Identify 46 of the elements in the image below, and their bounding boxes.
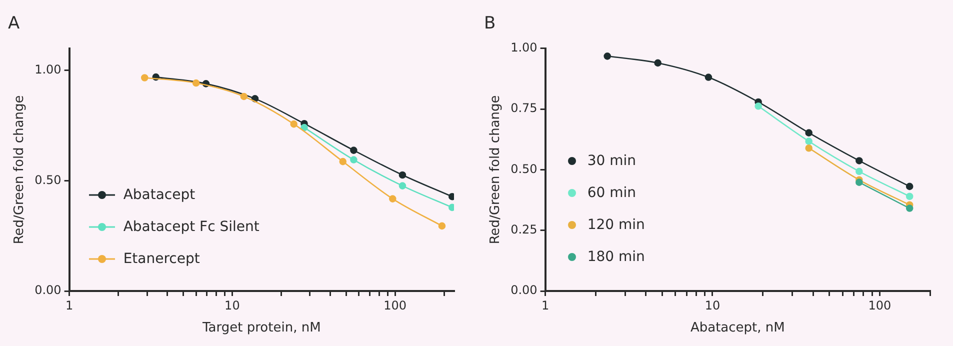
y-tick-label: 0.00 [34, 283, 62, 298]
point [906, 204, 914, 212]
point [856, 168, 863, 176]
y-tick-label: 1.00 [34, 62, 62, 77]
point [856, 157, 863, 164]
x-tick-label: 10 [704, 298, 720, 312]
legend-label: Abatacept Fc Silent [123, 219, 260, 235]
point [300, 124, 308, 132]
point [704, 74, 712, 81]
x-tick-label: 100 [868, 298, 892, 312]
point [754, 102, 762, 110]
legend-label: Abatacept [123, 187, 196, 203]
y-tick-label: 1.00 [510, 40, 538, 55]
point [604, 52, 612, 60]
x-axis-title: Target protein, nM [202, 320, 321, 336]
y-tick-label: 0.75 [510, 101, 538, 116]
y-tick-label: 0.25 [510, 222, 538, 236]
x-axis-title: Abatacept, nM [690, 320, 785, 336]
legend-label: 60 min [587, 185, 636, 201]
point [805, 129, 812, 136]
point [906, 182, 914, 190]
point [350, 156, 358, 164]
x-tick-label: 100 [384, 298, 407, 312]
y-tick-label: 0.50 [510, 162, 538, 176]
y-tick-label: 0.00 [510, 283, 538, 298]
point [398, 182, 406, 190]
legend-label: 180 min [587, 249, 645, 265]
point [805, 144, 812, 152]
point [805, 138, 812, 145]
legend-label: Etanercept [123, 251, 200, 267]
point [654, 59, 662, 67]
legend-label: 30 min [587, 153, 636, 169]
legend-label: 120 min [587, 217, 645, 233]
point [350, 146, 358, 154]
point [398, 171, 406, 179]
point [906, 192, 914, 200]
x-tick-label: 1 [66, 298, 74, 312]
y-axis-title: Red/Green fold change [12, 95, 28, 244]
chart-title: A [8, 14, 20, 34]
y-axis-title: Red/Green fold change [488, 95, 504, 244]
x-tick-label: 10 [224, 298, 240, 312]
point [856, 178, 863, 186]
point [448, 204, 454, 212]
chart-title: B [484, 14, 496, 34]
x-tick-label: 1 [542, 298, 550, 312]
y-tick-label: 0.50 [34, 172, 62, 187]
